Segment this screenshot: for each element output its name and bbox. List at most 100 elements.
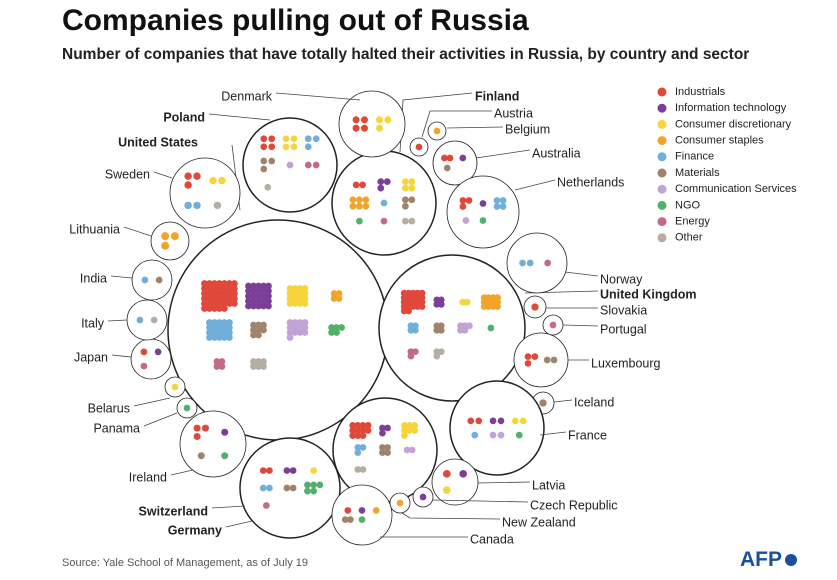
dot-finland-information-technology-1 xyxy=(377,178,385,185)
dot-united-states-industrials-25 xyxy=(216,295,223,302)
dot-united-states-finance-16 xyxy=(206,334,213,341)
country-circle-japan xyxy=(130,338,172,380)
leader-line-france xyxy=(539,431,567,436)
dot-united-kingdom-industrials-20 xyxy=(418,303,426,310)
dot-united-states-industrials-33 xyxy=(221,300,228,307)
dot-united-states-industrials-32 xyxy=(216,300,223,307)
dot-united-states-information-technology-19 xyxy=(260,297,267,305)
dot-united-kingdom-communication-services-5 xyxy=(461,326,469,334)
dot-united-states-industrials-15 xyxy=(201,290,208,297)
dot-switzerland-materials-2 xyxy=(289,484,297,492)
dot-netherlands-finance-2 xyxy=(499,197,507,204)
dot-germany-industrials-11 xyxy=(359,432,367,440)
legend-dot-consumer-staples xyxy=(657,136,667,146)
dot-finland-other-2 xyxy=(408,217,416,225)
dot-united-states-ngo-2 xyxy=(333,324,340,331)
legend-label-industrials: Industrials xyxy=(675,86,726,98)
dot-italy-other-1 xyxy=(150,316,158,324)
dot-united-states-other-2 xyxy=(255,358,262,365)
country-circle-lithuania xyxy=(150,221,190,261)
dot-norway-finance-1 xyxy=(519,259,526,267)
dot-netherlands-finance-1 xyxy=(493,197,501,204)
dot-canada-materials-1 xyxy=(341,516,349,523)
dot-poland-industrials-1 xyxy=(260,135,268,143)
country-circle-canada xyxy=(331,484,393,546)
dot-germany-industrials-5 xyxy=(349,427,357,434)
country-label-luxembourg: Luxembourg xyxy=(591,356,661,370)
legend-dot-communication-services xyxy=(657,184,667,194)
dot-united-states-information-technology-5 xyxy=(265,282,272,290)
dot-poland-industrials-4 xyxy=(268,143,276,151)
legend-label-other: Other xyxy=(675,232,703,244)
dot-poland-other-1 xyxy=(264,183,272,191)
dot-united-states-consumer-discretionary-15 xyxy=(296,300,304,307)
dot-united-states-industrials-29 xyxy=(201,300,208,307)
country-label-finland: Finland xyxy=(475,89,519,103)
dot-germany-consumer-discretionary-4 xyxy=(401,427,408,434)
dot-france-information-technology-1 xyxy=(489,417,497,425)
dot-united-states-finance-6 xyxy=(206,324,213,331)
leader-line-switzerland xyxy=(211,505,246,509)
dot-netherlands-industrials-3 xyxy=(459,203,467,210)
afp-logo: AFP xyxy=(740,548,797,572)
dot-germany-industrials-4 xyxy=(364,422,372,429)
dot-united-states-industrials-24 xyxy=(211,295,218,302)
dot-germany-communication-services-1 xyxy=(403,446,411,454)
dot-france-industrials-1 xyxy=(467,417,475,425)
dot-luxembourg-industrials-1 xyxy=(524,353,532,360)
dot-netherlands-industrials-1 xyxy=(459,197,467,204)
dot-united-states-finance-20 xyxy=(226,334,233,341)
dot-united-states-information-technology-1 xyxy=(245,282,252,290)
dot-germany-information-technology-3 xyxy=(379,429,386,437)
dot-denmark-industrials-4 xyxy=(360,124,368,132)
dot-finland-materials-2 xyxy=(408,196,416,204)
dot-united-states-consumer-discretionary-1 xyxy=(286,285,294,292)
dot-poland-consumer-discretionary-4 xyxy=(290,143,298,151)
dot-united-kingdom-finance-4 xyxy=(412,326,419,334)
country-label-united-kingdom: United Kingdom xyxy=(600,287,697,301)
legend-dot-energy xyxy=(657,217,667,227)
dot-switzerland-information-technology-2 xyxy=(289,467,297,474)
dot-germany-consumer-discretionary-1 xyxy=(401,422,408,429)
leader-line-austria xyxy=(421,110,492,138)
dot-united-states-consumer-discretionary-8 xyxy=(301,290,309,297)
leader-line-norway xyxy=(564,271,599,277)
dot-united-states-consumer-staples-2 xyxy=(335,290,343,297)
dot-united-states-information-technology-12 xyxy=(250,292,257,300)
country-circle-netherlands xyxy=(446,175,520,249)
dot-united-states-materials-7 xyxy=(250,331,257,339)
dot-united-states-industrials-1 xyxy=(201,280,208,287)
dot-united-states-other-1 xyxy=(250,358,257,365)
country-circle-norway xyxy=(506,232,568,294)
dot-india-materials-1 xyxy=(155,276,163,284)
dot-united-states-industrials-36 xyxy=(201,305,208,312)
dot-france-ngo-1 xyxy=(515,431,523,439)
dot-united-kingdom-ngo-1 xyxy=(487,324,495,332)
dot-lithuania-consumer-staples-2 xyxy=(170,232,179,241)
dot-finland-consumer-staples-5 xyxy=(356,202,363,210)
dot-united-states-information-technology-9 xyxy=(260,287,267,295)
dot-sweden-finance-1 xyxy=(184,201,192,210)
dot-france-communication-services-2 xyxy=(497,431,505,439)
chart-subtitle: Number of companies that have totally ha… xyxy=(62,46,750,63)
dot-switzerland-information-technology-1 xyxy=(283,467,291,474)
legend-label-information-technology: Information technology xyxy=(675,102,787,114)
country-label-india: India xyxy=(80,271,107,285)
dot-united-states-finance-2 xyxy=(211,319,218,326)
country-circle-luxembourg xyxy=(513,332,569,388)
leader-line-india xyxy=(110,275,133,279)
dot-poland-communication-services-1 xyxy=(286,161,294,169)
dot-united-states-materials-8 xyxy=(255,331,262,339)
country-circle-australia xyxy=(432,140,478,186)
dot-germany-finance-1 xyxy=(354,444,362,451)
dot-switzerland-consumer-discretionary-1 xyxy=(310,467,318,474)
dot-norway-finance-2 xyxy=(526,259,534,267)
country-label-belarus: Belarus xyxy=(88,401,130,415)
leader-line-belgium xyxy=(446,126,504,129)
dot-netherlands-ngo-1 xyxy=(479,217,487,224)
dot-finland-consumer-staples-2 xyxy=(356,196,363,204)
country-label-united-states: United States xyxy=(118,135,198,149)
dot-netherlands-communication-services-1 xyxy=(462,217,470,224)
leader-line-latvia xyxy=(477,481,531,484)
leader-line-czech-republic xyxy=(432,499,529,503)
